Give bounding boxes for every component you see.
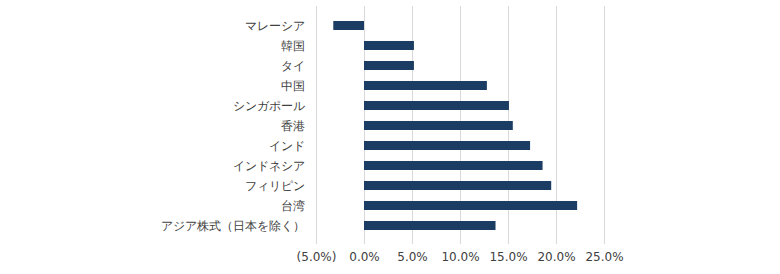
svg-text:インド: インド xyxy=(269,139,305,153)
svg-text:インドネシア: インドネシア xyxy=(233,159,305,173)
svg-text:マレーシア: マレーシア xyxy=(245,19,305,33)
svg-text:フィリピン: フィリピン xyxy=(245,179,305,193)
svg-text:15.0%: 15.0% xyxy=(489,250,527,264)
svg-text:アジア株式（日本を除く）: アジア株式（日本を除く） xyxy=(161,219,305,233)
svg-text:10.0%: 10.0% xyxy=(441,250,479,264)
svg-text:5.0%: 5.0% xyxy=(397,250,428,264)
svg-text:20.0%: 20.0% xyxy=(537,250,575,264)
svg-text:韓国: 韓国 xyxy=(281,39,305,53)
svg-text:25.0%: 25.0% xyxy=(585,250,623,264)
svg-text:シンガポール: シンガポール xyxy=(233,99,305,113)
svg-text:中国: 中国 xyxy=(281,79,305,93)
svg-text:(5.0%): (5.0%) xyxy=(297,250,337,264)
svg-text:台湾: 台湾 xyxy=(281,199,305,213)
svg-text:香港: 香港 xyxy=(281,119,305,133)
svg-text:0.0%: 0.0% xyxy=(349,250,380,264)
svg-text:タイ: タイ xyxy=(281,59,305,73)
